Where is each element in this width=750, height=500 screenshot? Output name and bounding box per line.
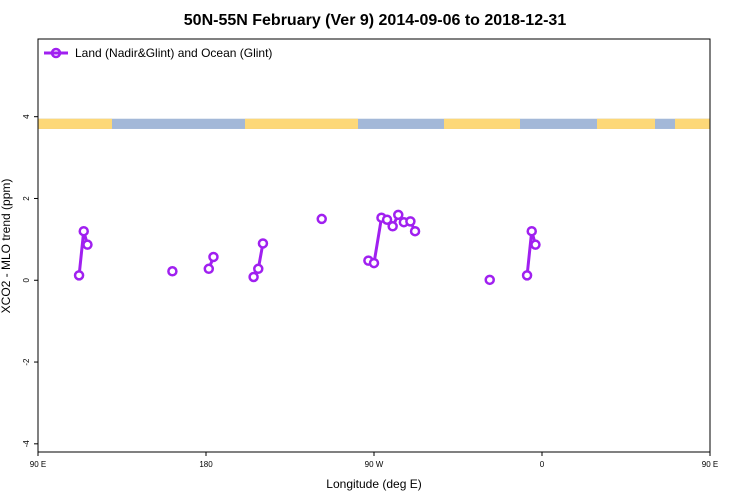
y-tick-label: -2 bbox=[22, 358, 31, 366]
x-tick-label: 90 W bbox=[365, 460, 384, 469]
x-tick-label: 90 E bbox=[702, 460, 718, 469]
legend-entry-label: Land (Nadir&Glint) and Ocean (Glint) bbox=[75, 46, 272, 60]
x-tick-label: 90 E bbox=[30, 460, 46, 469]
data-point bbox=[208, 251, 219, 263]
x-axis-label: Longitude (deg E) bbox=[326, 477, 421, 491]
data-point bbox=[368, 257, 380, 269]
x-axis: 90 E 180 90 W 0 90 E bbox=[30, 452, 718, 469]
legend: Land (Nadir&Glint) and Ocean (Glint) bbox=[44, 46, 272, 60]
data-point bbox=[526, 225, 537, 237]
ocean-strip bbox=[38, 118, 710, 129]
data-point bbox=[257, 238, 269, 249]
series-line bbox=[525, 229, 537, 277]
series-land-ocean bbox=[73, 209, 541, 286]
data-point bbox=[484, 274, 495, 286]
y-axis-label: XCO2 - MLO trend (ppm) bbox=[0, 179, 13, 314]
data-point bbox=[82, 239, 93, 250]
y-tick-label: 0 bbox=[22, 277, 31, 282]
x-tick-label: 0 bbox=[540, 460, 545, 469]
x-tick-label: 180 bbox=[199, 460, 213, 469]
land-strip bbox=[675, 118, 710, 129]
chart-title: 50N-55N February (Ver 9) 2014-09-06 to 2… bbox=[184, 12, 567, 29]
data-point bbox=[248, 271, 259, 283]
data-point bbox=[253, 263, 264, 275]
data-point bbox=[521, 270, 533, 281]
data-point bbox=[405, 216, 416, 227]
y-tick-label: 4 bbox=[22, 114, 31, 119]
data-point bbox=[167, 266, 178, 277]
data-point bbox=[73, 270, 85, 281]
data-point bbox=[316, 213, 327, 225]
data-point bbox=[203, 263, 215, 275]
data-point bbox=[78, 225, 89, 237]
y-tick-label: 2 bbox=[22, 196, 31, 201]
land-strip bbox=[597, 118, 655, 129]
plot-frame bbox=[37, 38, 711, 453]
data-point bbox=[387, 221, 398, 232]
data-point bbox=[393, 209, 404, 221]
y-axis: -4 -2 0 2 4 bbox=[22, 114, 38, 447]
data-point bbox=[381, 214, 393, 225]
land-ocean-band bbox=[38, 118, 710, 129]
land-strip bbox=[38, 118, 112, 129]
legend-marker bbox=[50, 47, 62, 59]
land-strip bbox=[444, 118, 520, 129]
data-point bbox=[530, 239, 541, 250]
land-strip bbox=[245, 118, 358, 129]
y-tick-label: -4 bbox=[22, 440, 31, 448]
data-point bbox=[409, 225, 421, 237]
series-line bbox=[77, 229, 89, 277]
